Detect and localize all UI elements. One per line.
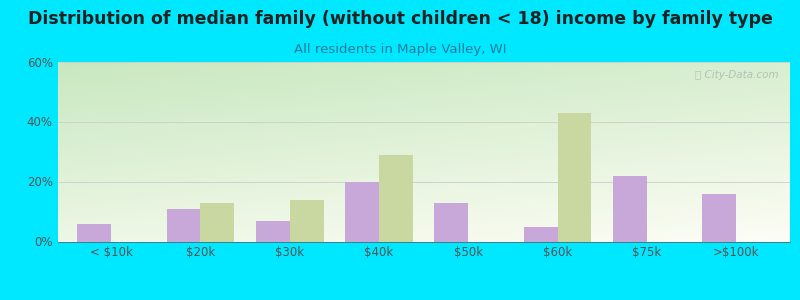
Text: ⓘ City-Data.com: ⓘ City-Data.com bbox=[695, 70, 778, 80]
Text: All residents in Maple Valley, WI: All residents in Maple Valley, WI bbox=[294, 44, 506, 56]
Bar bbox=[702, 194, 736, 242]
Bar bbox=[523, 226, 558, 242]
Bar bbox=[345, 182, 379, 242]
Bar bbox=[166, 208, 201, 242]
Bar bbox=[201, 202, 234, 242]
Bar bbox=[434, 202, 468, 242]
Bar bbox=[558, 112, 591, 242]
Bar bbox=[290, 200, 324, 242]
Bar bbox=[78, 224, 111, 242]
Bar bbox=[379, 154, 413, 242]
Bar bbox=[256, 220, 290, 242]
Text: Distribution of median family (without children < 18) income by family type: Distribution of median family (without c… bbox=[27, 11, 773, 28]
Bar bbox=[613, 176, 646, 242]
